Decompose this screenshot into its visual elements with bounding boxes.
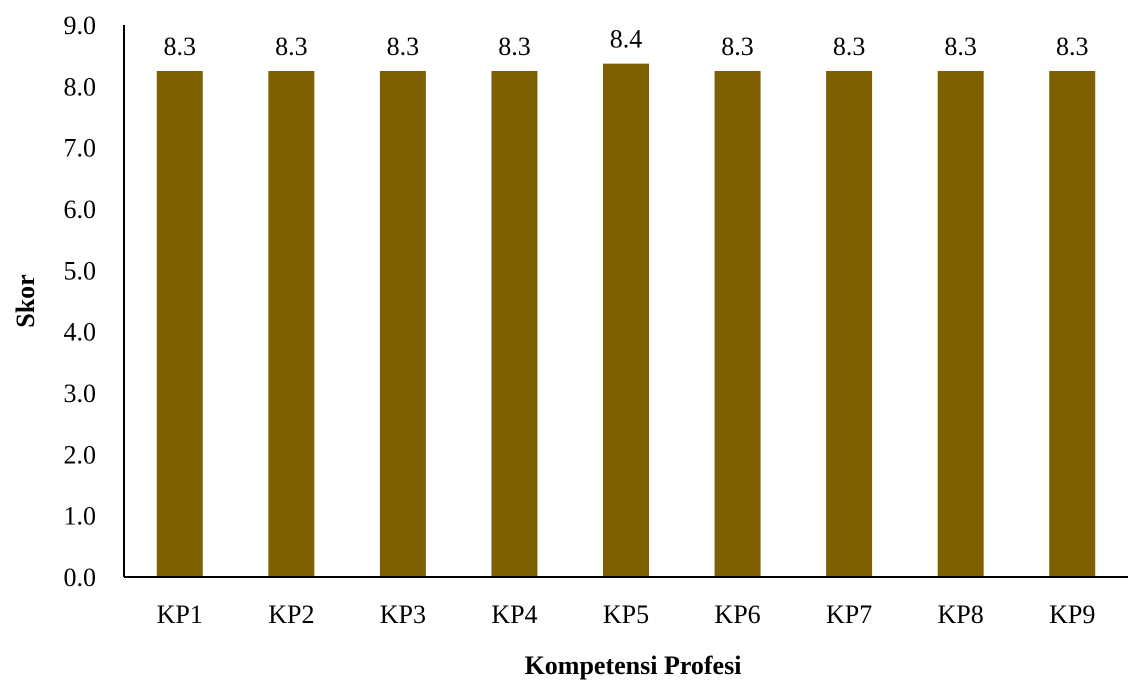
y-tick-labels: 0.0 1.0 2.0 3.0 4.0 5.0 6.0 7.0 8.0 9.0 <box>64 11 97 592</box>
bar <box>826 71 873 577</box>
y-tick-label: 4.0 <box>64 318 97 347</box>
data-label: 8.3 <box>944 32 977 61</box>
y-tick-label: 3.0 <box>64 379 97 408</box>
y-tick-label: 5.0 <box>64 256 97 285</box>
x-tick-label: KP3 <box>380 600 426 629</box>
x-tick-label: KP7 <box>826 600 872 629</box>
data-label: 8.3 <box>833 32 866 61</box>
bars-layer <box>156 63 1096 577</box>
data-label: 8.3 <box>1056 32 1089 61</box>
data-label: 8.3 <box>387 32 420 61</box>
x-tick-label: KP2 <box>268 600 314 629</box>
y-tick-label: 9.0 <box>64 11 97 40</box>
y-tick-label: 8.0 <box>64 72 97 101</box>
y-tick-label: 0.0 <box>64 563 97 592</box>
y-tick-label: 1.0 <box>64 502 97 531</box>
y-axis-title: Skor <box>11 274 40 327</box>
bar <box>156 71 203 577</box>
x-tick-label: KP8 <box>938 600 984 629</box>
x-tick-label: KP4 <box>491 600 537 629</box>
data-label: 8.3 <box>498 32 531 61</box>
x-tick-label: KP5 <box>603 600 649 629</box>
bar <box>603 63 649 577</box>
x-tick-label: KP1 <box>157 600 203 629</box>
bar <box>268 71 315 577</box>
x-tick-label: KP6 <box>714 600 760 629</box>
x-axis-title: Kompetensi Profesi <box>525 651 742 680</box>
x-tick-labels: KP1 KP2 KP3 KP4 KP5 KP6 KP7 KP8 KP9 <box>157 600 1096 629</box>
data-label: 8.3 <box>275 32 308 61</box>
bar <box>1049 71 1096 577</box>
y-tick-label: 2.0 <box>64 440 97 469</box>
bar <box>491 71 538 577</box>
data-label: 8.4 <box>610 25 643 54</box>
y-tick-label: 6.0 <box>64 195 97 224</box>
x-tick-label: KP9 <box>1049 600 1095 629</box>
data-labels-layer: 8.3 8.3 8.3 8.3 8.4 8.3 8.3 8.3 8.3 <box>164 25 1089 61</box>
bar <box>937 71 984 577</box>
y-tick-label: 7.0 <box>64 134 97 163</box>
bar <box>379 71 426 577</box>
data-label: 8.3 <box>164 32 197 61</box>
data-label: 8.3 <box>721 32 754 61</box>
bar <box>714 71 761 577</box>
